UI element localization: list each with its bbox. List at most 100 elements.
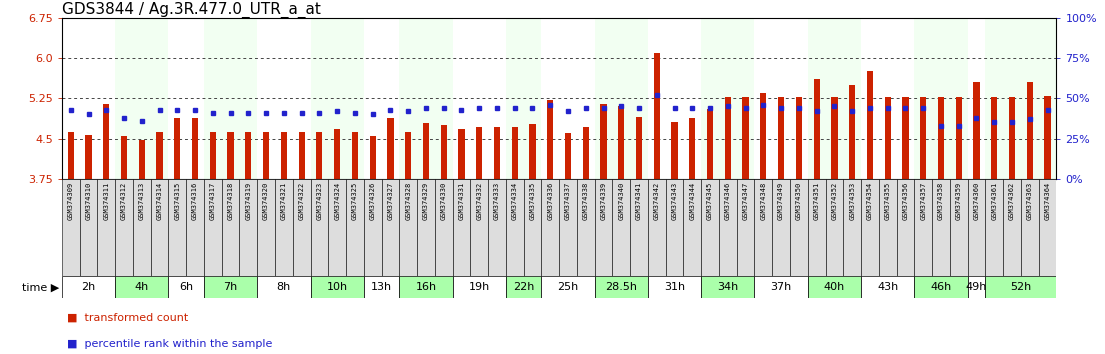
FancyBboxPatch shape — [648, 179, 665, 276]
Bar — [459, 129, 464, 179]
Bar — [866, 72, 873, 179]
Text: GSM374349: GSM374349 — [778, 182, 785, 220]
Text: GSM374311: GSM374311 — [103, 182, 109, 220]
Text: GSM374314: GSM374314 — [157, 182, 162, 220]
Text: GSM374361: GSM374361 — [991, 182, 997, 220]
Text: GSM374350: GSM374350 — [796, 182, 802, 220]
Bar — [115, 276, 168, 298]
Bar — [986, 276, 1056, 298]
Bar — [204, 276, 257, 298]
Text: GSM374348: GSM374348 — [760, 182, 767, 220]
FancyBboxPatch shape — [328, 179, 346, 276]
Text: GSM374324: GSM374324 — [334, 182, 340, 220]
Bar — [369, 136, 376, 179]
Bar — [1044, 96, 1051, 179]
Bar — [920, 97, 926, 179]
Bar — [914, 276, 968, 298]
Bar — [861, 276, 914, 298]
Bar — [547, 100, 554, 179]
Bar — [423, 124, 429, 179]
Text: GSM374362: GSM374362 — [1009, 182, 1015, 220]
Bar — [582, 127, 589, 179]
Bar — [157, 132, 162, 179]
Bar — [453, 276, 506, 298]
FancyBboxPatch shape — [186, 179, 204, 276]
Text: 16h: 16h — [415, 282, 436, 292]
Text: GSM374309: GSM374309 — [67, 182, 74, 220]
Text: 6h: 6h — [179, 282, 193, 292]
Text: GSM374327: GSM374327 — [388, 182, 393, 220]
Text: 25h: 25h — [557, 282, 579, 292]
Text: GSM374328: GSM374328 — [406, 182, 411, 220]
Bar — [311, 276, 364, 298]
Bar — [565, 133, 571, 179]
Text: GSM374356: GSM374356 — [903, 182, 908, 220]
FancyBboxPatch shape — [861, 179, 878, 276]
FancyBboxPatch shape — [933, 179, 950, 276]
Text: 28.5h: 28.5h — [606, 282, 638, 292]
FancyBboxPatch shape — [719, 179, 737, 276]
Bar — [778, 97, 785, 179]
Text: GSM374320: GSM374320 — [263, 182, 270, 220]
FancyBboxPatch shape — [115, 179, 133, 276]
Bar — [399, 276, 453, 298]
Text: 7h: 7h — [223, 282, 238, 292]
Bar — [168, 276, 204, 298]
Text: GSM374330: GSM374330 — [441, 182, 446, 220]
Text: GSM374358: GSM374358 — [938, 182, 944, 220]
Bar — [808, 18, 861, 179]
Bar — [506, 18, 541, 179]
Bar — [594, 18, 648, 179]
Bar — [228, 132, 233, 179]
Bar — [702, 276, 755, 298]
Bar — [494, 127, 501, 179]
Bar — [204, 18, 257, 179]
FancyBboxPatch shape — [62, 179, 80, 276]
Bar — [175, 118, 180, 179]
FancyBboxPatch shape — [346, 179, 364, 276]
Text: 13h: 13h — [371, 282, 392, 292]
FancyBboxPatch shape — [80, 179, 97, 276]
Text: 2h: 2h — [82, 282, 96, 292]
Bar — [1027, 82, 1033, 179]
Bar — [67, 132, 74, 179]
Bar — [210, 132, 215, 179]
Text: GSM374317: GSM374317 — [210, 182, 215, 220]
Bar — [476, 127, 482, 179]
Bar — [648, 276, 702, 298]
FancyBboxPatch shape — [790, 179, 808, 276]
FancyBboxPatch shape — [683, 179, 702, 276]
Text: GSM374339: GSM374339 — [600, 182, 607, 220]
FancyBboxPatch shape — [1039, 179, 1056, 276]
Text: GSM374319: GSM374319 — [245, 182, 251, 220]
Text: GSM374352: GSM374352 — [831, 182, 838, 220]
Text: 37h: 37h — [770, 282, 792, 292]
FancyBboxPatch shape — [665, 179, 683, 276]
Bar — [600, 104, 607, 179]
Text: GSM374336: GSM374336 — [547, 182, 554, 220]
FancyBboxPatch shape — [914, 179, 933, 276]
FancyBboxPatch shape — [968, 179, 986, 276]
Bar — [594, 276, 648, 298]
Text: GSM374326: GSM374326 — [370, 182, 376, 220]
FancyBboxPatch shape — [381, 179, 399, 276]
FancyBboxPatch shape — [150, 179, 168, 276]
FancyBboxPatch shape — [1003, 179, 1021, 276]
Text: GSM374341: GSM374341 — [636, 182, 642, 220]
Bar — [85, 135, 92, 179]
Bar — [702, 18, 755, 179]
Bar — [849, 85, 855, 179]
Text: GSM374354: GSM374354 — [867, 182, 873, 220]
Text: 49h: 49h — [966, 282, 987, 292]
Bar — [796, 97, 802, 179]
FancyBboxPatch shape — [702, 179, 719, 276]
Text: GSM374343: GSM374343 — [672, 182, 677, 220]
Text: 19h: 19h — [469, 282, 490, 292]
Text: GSM374332: GSM374332 — [476, 182, 482, 220]
Text: GSM374357: GSM374357 — [920, 182, 926, 220]
Text: 31h: 31h — [664, 282, 685, 292]
FancyBboxPatch shape — [293, 179, 311, 276]
FancyBboxPatch shape — [168, 179, 186, 276]
Text: 4h: 4h — [135, 282, 149, 292]
Bar — [316, 132, 323, 179]
